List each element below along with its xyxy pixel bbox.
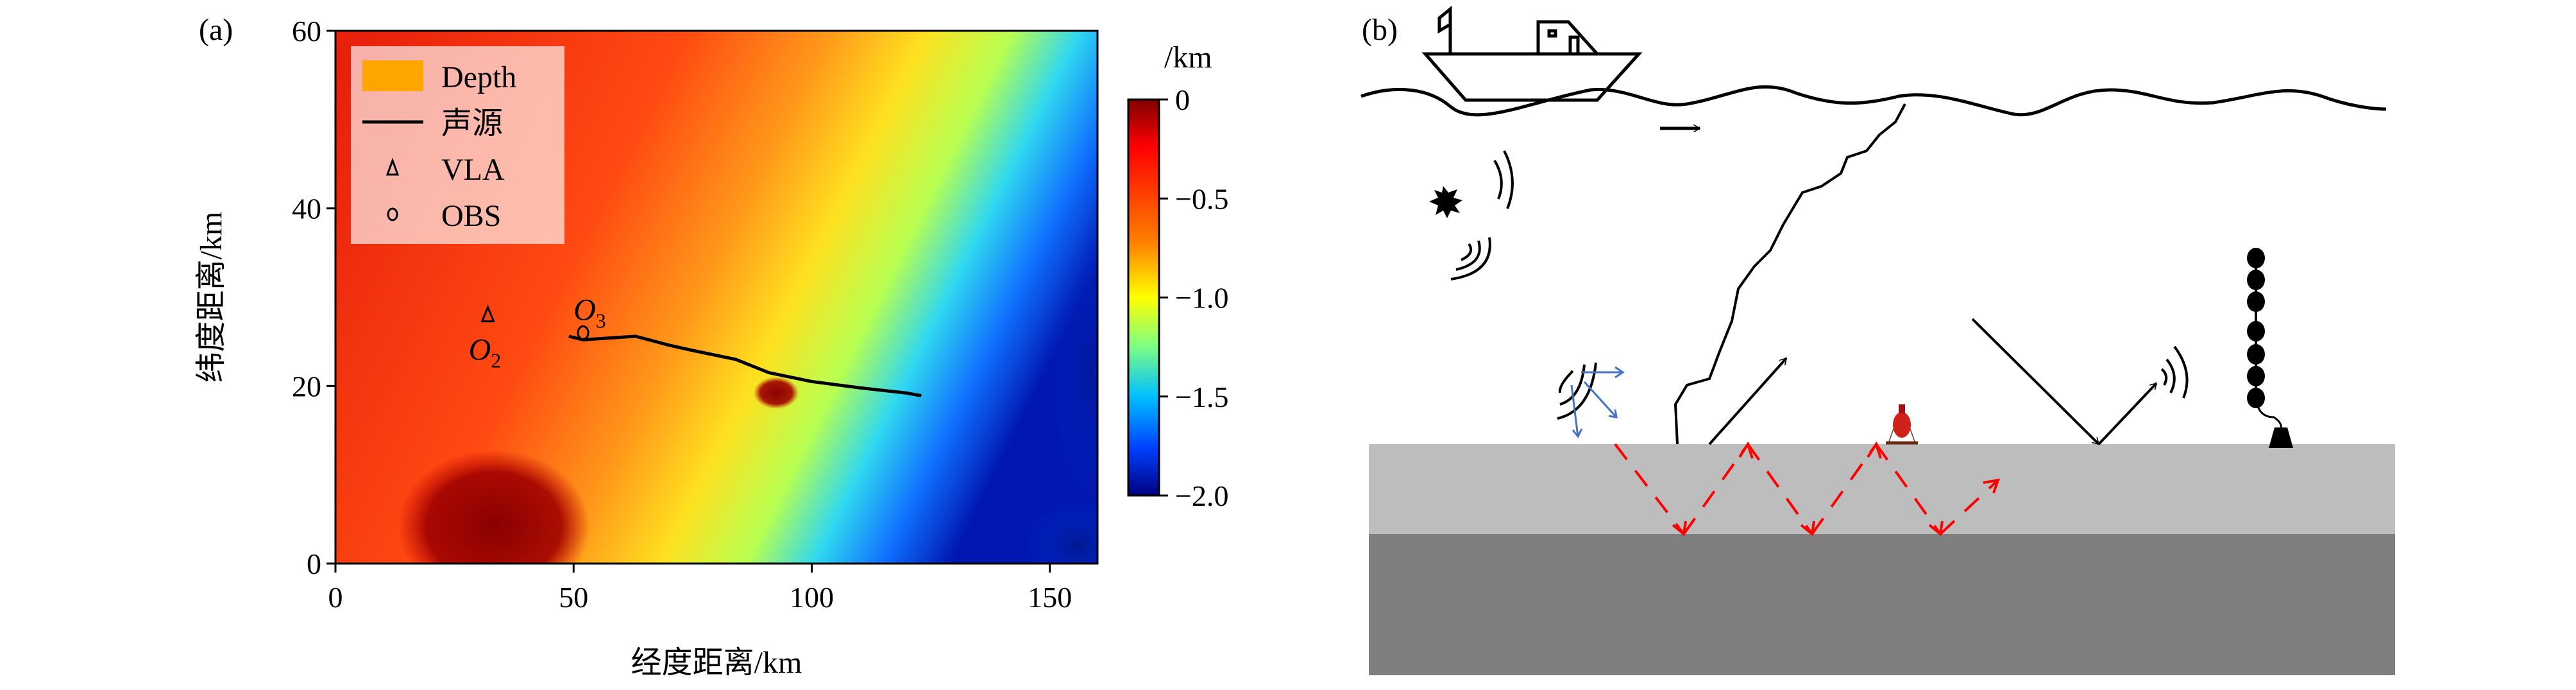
- colorbar: [1127, 98, 1160, 497]
- receiver-wave-icon: [2160, 345, 2189, 399]
- legend-circle-icon: [387, 207, 398, 221]
- colorbar-label: /km: [1164, 40, 1212, 74]
- panel-label-a: (a): [199, 13, 233, 47]
- slope-profile: [1674, 103, 1906, 445]
- scattered-wave-arrows: [1570, 366, 1625, 438]
- sediment-multipath-rays: [1614, 443, 1999, 535]
- explosion-source-icon: [1429, 186, 1462, 218]
- colorbar-ticks: 0 −0.5 −1.0 −1.5 −2.0: [1159, 83, 1228, 512]
- y-axis-label: 纬度距离/km: [194, 212, 228, 383]
- x-axis-label: 经度距离/km: [631, 646, 802, 680]
- colorbar-tick-label: 0: [1175, 83, 1190, 116]
- sediment-layer: [1369, 444, 2395, 534]
- x-tick-label: 150: [1028, 581, 1072, 614]
- y-tick-label: 40: [292, 193, 321, 225]
- panel-b: (b): [1360, 5, 2395, 675]
- vla-marker: [480, 304, 495, 323]
- colorbar-tick-label: −1.0: [1175, 282, 1228, 315]
- bottom-reflected-arrow: [2097, 382, 2158, 445]
- multipath-arrowheads: [1672, 441, 2001, 537]
- axes-a: 0 50 100 150 0 20 40 60: [292, 15, 1072, 614]
- legend-triangle-icon: [386, 157, 400, 176]
- panel-label-b: (b): [1362, 13, 1398, 47]
- legend-label: OBS: [441, 199, 501, 233]
- bottom-wave-icon: [1557, 362, 1597, 420]
- shallow-region: [398, 449, 590, 564]
- plot-frame: [334, 30, 1099, 565]
- ship-icon: [1421, 5, 1643, 102]
- deep-trench: [1052, 244, 1097, 501]
- basement-layer: [1369, 534, 2395, 675]
- legend-label: Depth: [441, 60, 516, 94]
- y-tick-label: 60: [292, 15, 321, 47]
- legend-label: 声源: [441, 107, 503, 141]
- sea-surface: [1360, 85, 2387, 117]
- obs-marker: [577, 325, 589, 340]
- colorbar-tick-label: −2.0: [1175, 479, 1228, 512]
- legend: Depth 声源 VLA OBS: [351, 46, 564, 244]
- sound-wave-icon: [1450, 150, 1514, 280]
- x-tick-label: 0: [328, 581, 343, 614]
- colorbar-tick-label: −0.5: [1175, 182, 1228, 215]
- vla-icon: [2247, 248, 2293, 448]
- obs-icon: [1886, 404, 1918, 445]
- x-tick-label: 50: [559, 581, 588, 614]
- source-track-line: [568, 334, 922, 398]
- x-tick-label: 100: [790, 581, 834, 614]
- deep-region: [1026, 501, 1097, 564]
- y-tick-label: 20: [292, 370, 321, 402]
- legend-swatch-depth: [362, 60, 423, 91]
- legend-label: VLA: [441, 153, 505, 187]
- reflected-ray-arrow: [1708, 357, 1788, 445]
- y-tick-label: 0: [307, 548, 321, 580]
- shallow-spot: [754, 377, 799, 409]
- incident-ray-arrow: [1971, 318, 2100, 445]
- colorbar-tick-label: −1.5: [1175, 381, 1228, 413]
